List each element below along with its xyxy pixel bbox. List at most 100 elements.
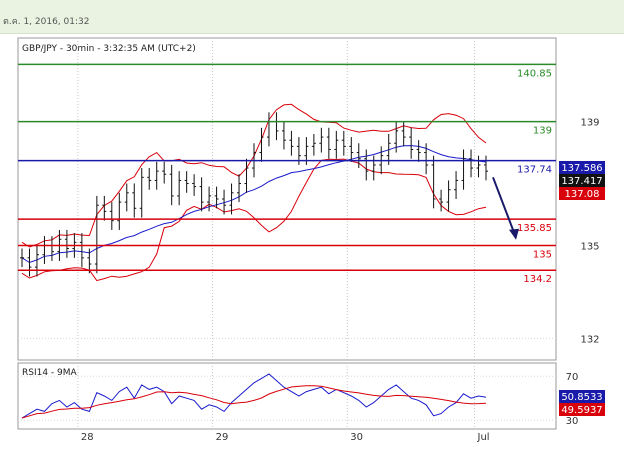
price-bar [184, 171, 189, 193]
price-bar [326, 127, 331, 159]
price-panel-title: GBP/JPY - 30min - 3:32:35 AM (UTC+2) [22, 44, 196, 54]
price-bar [484, 155, 488, 181]
price-bar [124, 183, 129, 212]
price-bar [237, 174, 242, 203]
level-label: 139 [533, 126, 552, 137]
forecast-arrow-shaft [492, 176, 517, 239]
price-bar [386, 133, 391, 165]
bollinger-lower [21, 158, 487, 282]
moving-average [21, 145, 487, 264]
price-bar [102, 195, 107, 221]
price-bar [409, 127, 414, 159]
rsi-y-axis: 70 30 [566, 372, 579, 427]
level-label: 137.74 [517, 165, 552, 176]
level-label: 134.2 [523, 274, 552, 285]
price-y-tick: 132 [580, 334, 599, 345]
price-bar [349, 137, 354, 162]
rsi-box [559, 403, 605, 416]
price-bar [461, 149, 466, 190]
x-tick-label: 30 [350, 432, 363, 443]
level-label: 140.85 [517, 68, 552, 79]
x-axis: 28 29 30 Jul [81, 432, 490, 443]
price-bar [476, 155, 481, 178]
price-bar [394, 121, 399, 153]
price-bar [334, 130, 339, 159]
price-bar [229, 183, 234, 215]
grid-layer [18, 38, 556, 429]
rsi-lines [21, 373, 487, 419]
x-tick-label: Jul [477, 432, 490, 443]
price-bar [311, 133, 316, 156]
price-bar [117, 192, 122, 230]
price-bar [222, 189, 227, 215]
price-box-label: 137.586 [561, 163, 602, 174]
price-box [559, 161, 605, 174]
price-bar [431, 155, 436, 209]
price-bar [192, 174, 197, 196]
price-boxes: 137.586 137.417 137.08 [559, 161, 605, 200]
price-bar [281, 121, 286, 150]
price-bar [244, 158, 249, 193]
price-y-tick: 139 [580, 118, 599, 129]
timestamp-text: ต.ค. 1, 2016, 01:32 [3, 17, 90, 27]
price-bar [341, 130, 346, 156]
price-bar [94, 195, 99, 274]
price-bar [446, 180, 451, 212]
price-bar [199, 177, 204, 212]
price-bar [439, 189, 444, 212]
rsi-box-label: 49.5937 [561, 405, 602, 416]
price-box-label: 137.417 [561, 176, 602, 187]
price-bar [87, 248, 92, 274]
price-bar [207, 186, 212, 212]
price-box [559, 174, 605, 187]
price-bar [162, 161, 167, 184]
price-y-tick: 135 [580, 241, 599, 252]
price-bar [416, 140, 421, 162]
price-bar [169, 164, 174, 206]
price-bar [109, 202, 114, 230]
price-bar [147, 168, 152, 190]
price-bar [27, 248, 32, 277]
price-bar [356, 143, 361, 169]
price-bar [289, 130, 294, 156]
price-bar [319, 127, 324, 153]
rsi-panel [17, 362, 557, 430]
price-box-label: 137.08 [565, 189, 600, 200]
rsi-panel-title: RSI14 - 9MA [22, 368, 78, 378]
price-bar [64, 229, 69, 258]
price-bar [469, 149, 474, 178]
forecast-arrow [492, 176, 519, 240]
price-bar [371, 155, 376, 181]
price-bar [79, 233, 84, 268]
rsi-y-tick: 30 [566, 416, 579, 427]
rsi-ma-line [21, 385, 487, 419]
price-bar [259, 127, 264, 162]
price-bar [20, 248, 24, 268]
price-bar [214, 186, 219, 209]
price-bar [424, 143, 429, 175]
rsi-box-label: 50.8533 [561, 392, 602, 403]
price-box [559, 187, 605, 200]
rsi-y-tick: 70 [566, 372, 579, 383]
price-y-axis: 139 135 132 [580, 118, 599, 346]
timestamp-bar: ต.ค. 1, 2016, 01:32 [0, 0, 624, 34]
support-resistance-levels: 140.85 139 137.74 135.85 135 134.2 [18, 63, 556, 285]
x-tick-label: 28 [81, 432, 94, 443]
price-panel [17, 37, 557, 361]
price-bar [177, 171, 182, 206]
rsi-boxes: 50.8533 49.5937 [559, 390, 605, 416]
price-bars [20, 112, 488, 277]
ma-line [21, 145, 487, 264]
level-label: 135 [533, 249, 552, 260]
price-bar [454, 171, 459, 199]
level-label: 135.85 [517, 223, 552, 234]
price-bar [401, 121, 406, 147]
price-bar [364, 149, 369, 181]
x-tick-label: 29 [216, 432, 229, 443]
price-bar [154, 161, 159, 190]
forecast-arrow-head [509, 228, 519, 240]
price-bar [139, 168, 144, 218]
price-bar [132, 183, 137, 218]
price-bar [34, 245, 39, 277]
